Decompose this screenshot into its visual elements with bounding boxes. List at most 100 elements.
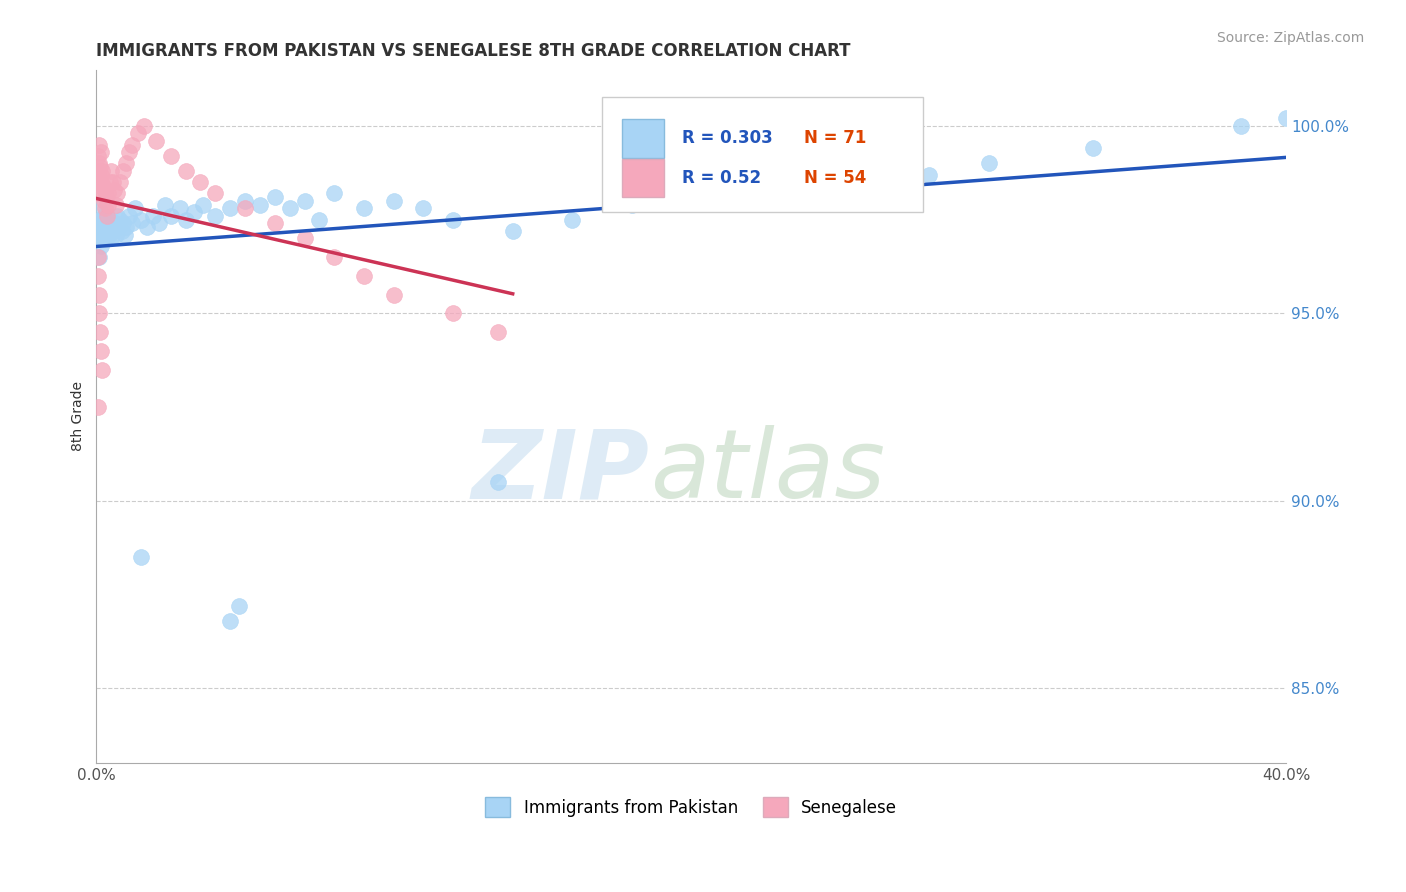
Point xyxy=(87,164,110,178)
Point xyxy=(91,231,114,245)
Point xyxy=(1230,119,1253,133)
Point xyxy=(93,224,115,238)
Point xyxy=(94,220,117,235)
Point xyxy=(263,216,285,230)
Point xyxy=(412,202,434,216)
Point xyxy=(108,175,131,189)
FancyBboxPatch shape xyxy=(623,159,664,197)
Point xyxy=(193,197,215,211)
Point xyxy=(145,134,167,148)
Point xyxy=(249,197,271,211)
Point xyxy=(90,175,112,189)
Point xyxy=(103,183,125,197)
Text: N = 54: N = 54 xyxy=(804,169,866,187)
Point xyxy=(107,220,129,235)
Point xyxy=(561,212,583,227)
Point xyxy=(233,194,256,208)
Point xyxy=(174,164,197,178)
Point xyxy=(91,362,114,376)
Point xyxy=(93,209,115,223)
Point xyxy=(233,202,256,216)
Point xyxy=(98,175,121,189)
Point xyxy=(441,306,464,320)
Point xyxy=(486,475,509,489)
Point xyxy=(101,224,124,238)
Point xyxy=(159,209,181,223)
Point xyxy=(294,194,316,208)
Point xyxy=(204,186,226,201)
Point xyxy=(97,216,120,230)
Point xyxy=(190,175,212,189)
Point xyxy=(1275,112,1298,126)
Point xyxy=(159,149,181,163)
Point xyxy=(94,231,117,245)
Point xyxy=(353,202,375,216)
Point xyxy=(502,224,524,238)
Point xyxy=(104,197,127,211)
Point xyxy=(87,231,110,245)
Point xyxy=(681,194,703,208)
Point xyxy=(100,164,122,178)
Point xyxy=(121,216,143,230)
FancyBboxPatch shape xyxy=(602,97,924,211)
Point xyxy=(219,614,242,628)
Text: Source: ZipAtlas.com: Source: ZipAtlas.com xyxy=(1216,31,1364,45)
Text: atlas: atlas xyxy=(650,425,884,518)
FancyBboxPatch shape xyxy=(623,120,664,158)
Point xyxy=(97,224,120,238)
Point xyxy=(323,250,346,264)
Point xyxy=(90,145,112,160)
Point xyxy=(89,224,111,238)
Point xyxy=(94,190,117,204)
Point xyxy=(135,220,157,235)
Point xyxy=(103,216,125,230)
Point xyxy=(89,156,111,170)
Point xyxy=(112,164,135,178)
Point xyxy=(89,325,111,339)
Point xyxy=(89,212,111,227)
Point xyxy=(87,220,110,235)
Point xyxy=(108,212,131,227)
Point xyxy=(118,209,141,223)
Text: R = 0.303: R = 0.303 xyxy=(682,129,772,147)
Point xyxy=(148,216,170,230)
Point xyxy=(114,227,136,242)
Point xyxy=(142,209,165,223)
Point xyxy=(89,160,111,174)
Text: R = 0.52: R = 0.52 xyxy=(682,169,761,187)
Point xyxy=(204,209,226,223)
Text: ZIP: ZIP xyxy=(471,425,650,518)
Point xyxy=(263,190,285,204)
Point xyxy=(94,202,117,216)
Point xyxy=(101,175,124,189)
Point xyxy=(620,197,643,211)
Point xyxy=(111,224,134,238)
Point xyxy=(91,164,114,178)
Point xyxy=(86,250,108,264)
Point xyxy=(87,400,110,414)
Point xyxy=(96,209,118,223)
Y-axis label: 8th Grade: 8th Grade xyxy=(72,382,86,451)
Point xyxy=(353,268,375,283)
Point xyxy=(90,227,112,242)
Point xyxy=(129,549,152,564)
Point xyxy=(174,212,197,227)
Point xyxy=(115,156,138,170)
Point xyxy=(90,239,112,253)
Point xyxy=(118,145,141,160)
Legend: Immigrants from Pakistan, Senegalese: Immigrants from Pakistan, Senegalese xyxy=(478,790,904,824)
Point xyxy=(105,186,128,201)
Point xyxy=(97,197,120,211)
Point xyxy=(1081,141,1104,155)
Point xyxy=(90,220,112,235)
Point xyxy=(90,186,112,201)
Point xyxy=(91,178,114,193)
Point xyxy=(100,212,122,227)
Point xyxy=(977,156,1000,170)
Point xyxy=(89,231,111,245)
Point xyxy=(87,202,110,216)
Point xyxy=(828,175,851,189)
Point xyxy=(129,212,152,227)
Point xyxy=(219,202,242,216)
Point xyxy=(228,599,250,613)
